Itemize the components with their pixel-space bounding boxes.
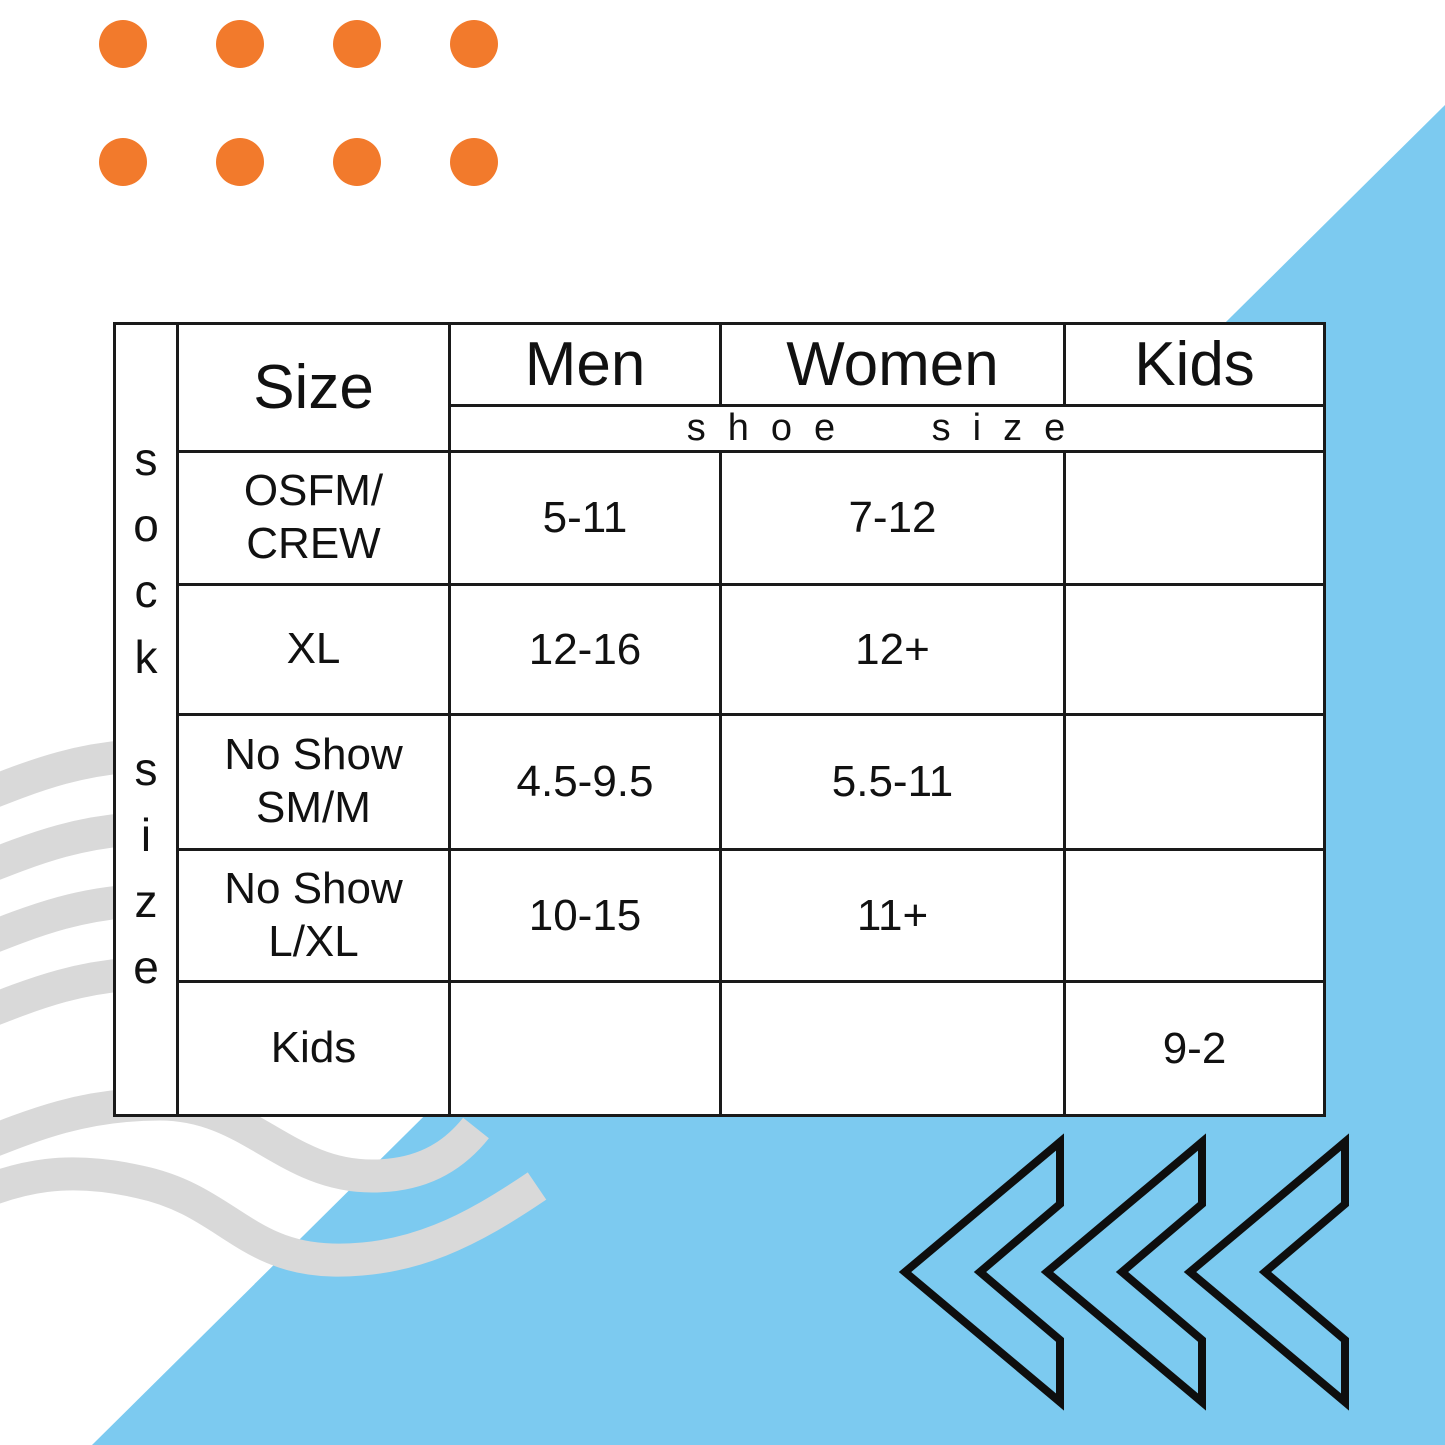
chevron-left-icon xyxy=(1183,1133,1349,1411)
cell-men xyxy=(448,980,722,1117)
column-header-women: Women xyxy=(719,322,1066,407)
vertical-label: sock size xyxy=(116,433,176,1007)
orange-dot xyxy=(450,20,498,68)
cell-kids xyxy=(1063,450,1326,586)
row-label-xl: XL xyxy=(176,583,451,716)
table-row: XL 12-16 12+ xyxy=(115,583,1326,716)
cell-women: 5.5-11 xyxy=(719,713,1066,851)
chevron-left-group xyxy=(898,1133,1349,1411)
cell-kids: 9-2 xyxy=(1063,980,1326,1117)
size-chart-table: sock size Size Men Women Kids shoe size … xyxy=(113,322,1326,1117)
cell-kids xyxy=(1063,713,1326,851)
row-label-osfm-crew: OSFM/ CREW xyxy=(176,450,451,586)
orange-dot xyxy=(450,138,498,186)
shoe-size-subheader: shoe size xyxy=(448,404,1326,453)
cell-women xyxy=(719,980,1066,1117)
cell-men: 5-11 xyxy=(448,450,722,586)
table-row: Kids 9-2 xyxy=(115,980,1326,1117)
cell-men: 4.5-9.5 xyxy=(448,713,722,851)
chevron-left-icon xyxy=(898,1133,1064,1411)
gray-wave xyxy=(0,1087,489,1193)
sock-size-axis-label: sock size xyxy=(113,322,179,1117)
table-row: No Show L/XL 10-15 11+ xyxy=(115,848,1326,983)
row-label-no-show-sm-m: No Show SM/M xyxy=(176,713,451,851)
cell-men: 10-15 xyxy=(448,848,722,983)
cell-women: 12+ xyxy=(719,583,1066,716)
table-row: OSFM/ CREW 5-11 7-12 xyxy=(115,450,1326,586)
orange-dot xyxy=(333,20,381,68)
orange-dot xyxy=(333,138,381,186)
column-header-men: Men xyxy=(448,322,722,407)
table-row: No Show SM/M 4.5-9.5 5.5-11 xyxy=(115,713,1326,851)
cell-women: 7-12 xyxy=(719,450,1066,586)
row-label-no-show-l-xl: No Show L/XL xyxy=(176,848,451,983)
cell-women: 11+ xyxy=(719,848,1066,983)
size-column-header: Size xyxy=(176,322,451,453)
orange-dot xyxy=(216,138,264,186)
gray-wave xyxy=(0,1157,547,1277)
chevron-left-icon xyxy=(1040,1133,1206,1411)
orange-dot xyxy=(216,20,264,68)
orange-dot-grid xyxy=(99,20,498,186)
orange-dot xyxy=(99,138,147,186)
cell-kids xyxy=(1063,848,1326,983)
column-header-kids: Kids xyxy=(1063,322,1326,407)
vertical-label-word-sock: sock xyxy=(120,432,172,697)
cell-kids xyxy=(1063,583,1326,716)
cell-men: 12-16 xyxy=(448,583,722,716)
row-label-kids: Kids xyxy=(176,980,451,1117)
orange-dot xyxy=(99,20,147,68)
vertical-label-word-size: size xyxy=(120,742,172,1007)
